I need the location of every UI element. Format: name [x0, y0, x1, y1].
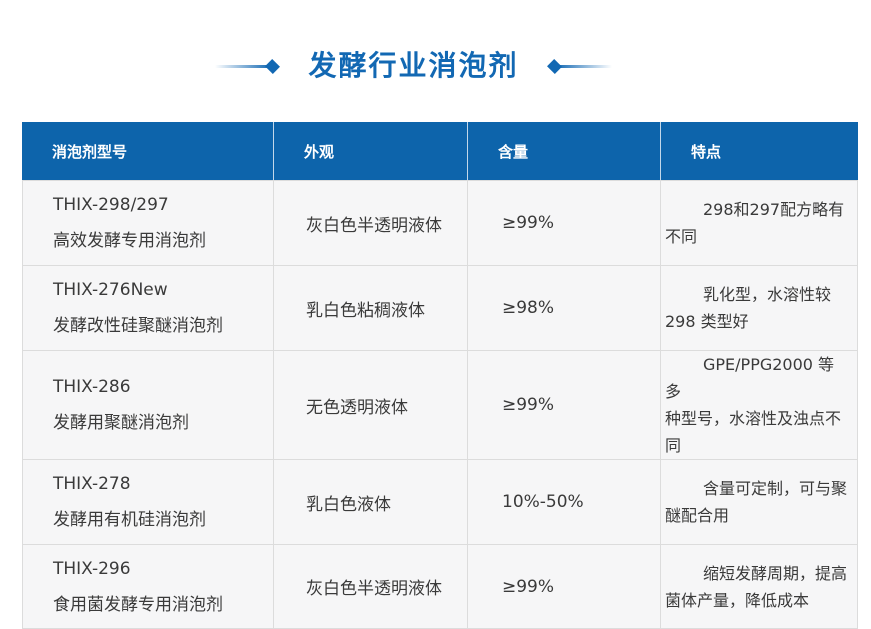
cell-appearance: 灰白色半透明液体 — [273, 180, 467, 265]
table-header-row: 消泡剂型号 外观 含量 特点 — [22, 122, 858, 180]
cell-appearance: 灰白色半透明液体 — [273, 544, 467, 629]
cell-features: 缩短发酵周期，提高 菌体产量，降低成本 — [660, 544, 858, 629]
cell-features: 298和297配方略有 不同 — [660, 180, 858, 265]
title-banner: 发酵行业消泡剂 — [0, 0, 849, 86]
header-cell-features: 特点 — [660, 122, 858, 180]
cell-content: ≥99% — [467, 544, 660, 629]
table-row: THIX-298/297 高效发酵专用消泡剂 灰白色半透明液体 ≥99% 298… — [22, 180, 858, 265]
cell-content: ≥99% — [467, 350, 660, 459]
table-row: THIX-278 发酵用有机硅消泡剂 乳白色液体 10%-50% 含量可定制，可… — [22, 459, 858, 544]
cell-appearance: 乳白色粘稠液体 — [273, 265, 467, 350]
cell-content: 10%-50% — [467, 459, 660, 544]
cell-model: THIX-286 发酵用聚醚消泡剂 — [22, 350, 273, 459]
page-title: 发酵行业消泡剂 — [308, 49, 519, 82]
cell-model: THIX-278 发酵用有机硅消泡剂 — [22, 459, 273, 544]
cell-model: THIX-296 食用菌发酵专用消泡剂 — [22, 544, 273, 629]
defoamer-table-wrap: 消泡剂型号 外观 含量 特点 THIX-298/297 高效发酵专用消泡剂 灰白… — [22, 122, 858, 629]
cell-features: 乳化型，水溶性较 298 类型好 — [660, 265, 858, 350]
cell-appearance: 乳白色液体 — [273, 459, 467, 544]
diamond-right-icon — [546, 58, 562, 74]
defoamer-table: 消泡剂型号 外观 含量 特点 THIX-298/297 高效发酵专用消泡剂 灰白… — [22, 122, 858, 629]
cell-features: GPE/PPG2000 等多 种型号，水溶性及浊点不 同 — [660, 350, 858, 459]
cell-model: THIX-298/297 高效发酵专用消泡剂 — [22, 180, 273, 265]
title-line-right-icon — [555, 64, 612, 68]
header-cell-model: 消泡剂型号 — [22, 122, 273, 180]
table-row: THIX-296 食用菌发酵专用消泡剂 灰白色半透明液体 ≥99% 缩短发酵周期… — [22, 544, 858, 629]
cell-features: 含量可定制，可与聚 醚配合用 — [660, 459, 858, 544]
cell-appearance: 无色透明液体 — [273, 350, 467, 459]
table-row: THIX-286 发酵用聚醚消泡剂 无色透明液体 ≥99% GPE/PPG200… — [22, 350, 858, 459]
cell-model: THIX-276New 发酵改性硅聚醚消泡剂 — [22, 265, 273, 350]
diamond-left-icon — [265, 58, 281, 74]
cell-content: ≥99% — [467, 180, 660, 265]
cell-content: ≥98% — [467, 265, 660, 350]
title-line-left-icon — [215, 64, 272, 68]
header-cell-content: 含量 — [467, 122, 660, 180]
table-row: THIX-276New 发酵改性硅聚醚消泡剂 乳白色粘稠液体 ≥98% 乳化型，… — [22, 265, 858, 350]
header-cell-appearance: 外观 — [273, 122, 467, 180]
